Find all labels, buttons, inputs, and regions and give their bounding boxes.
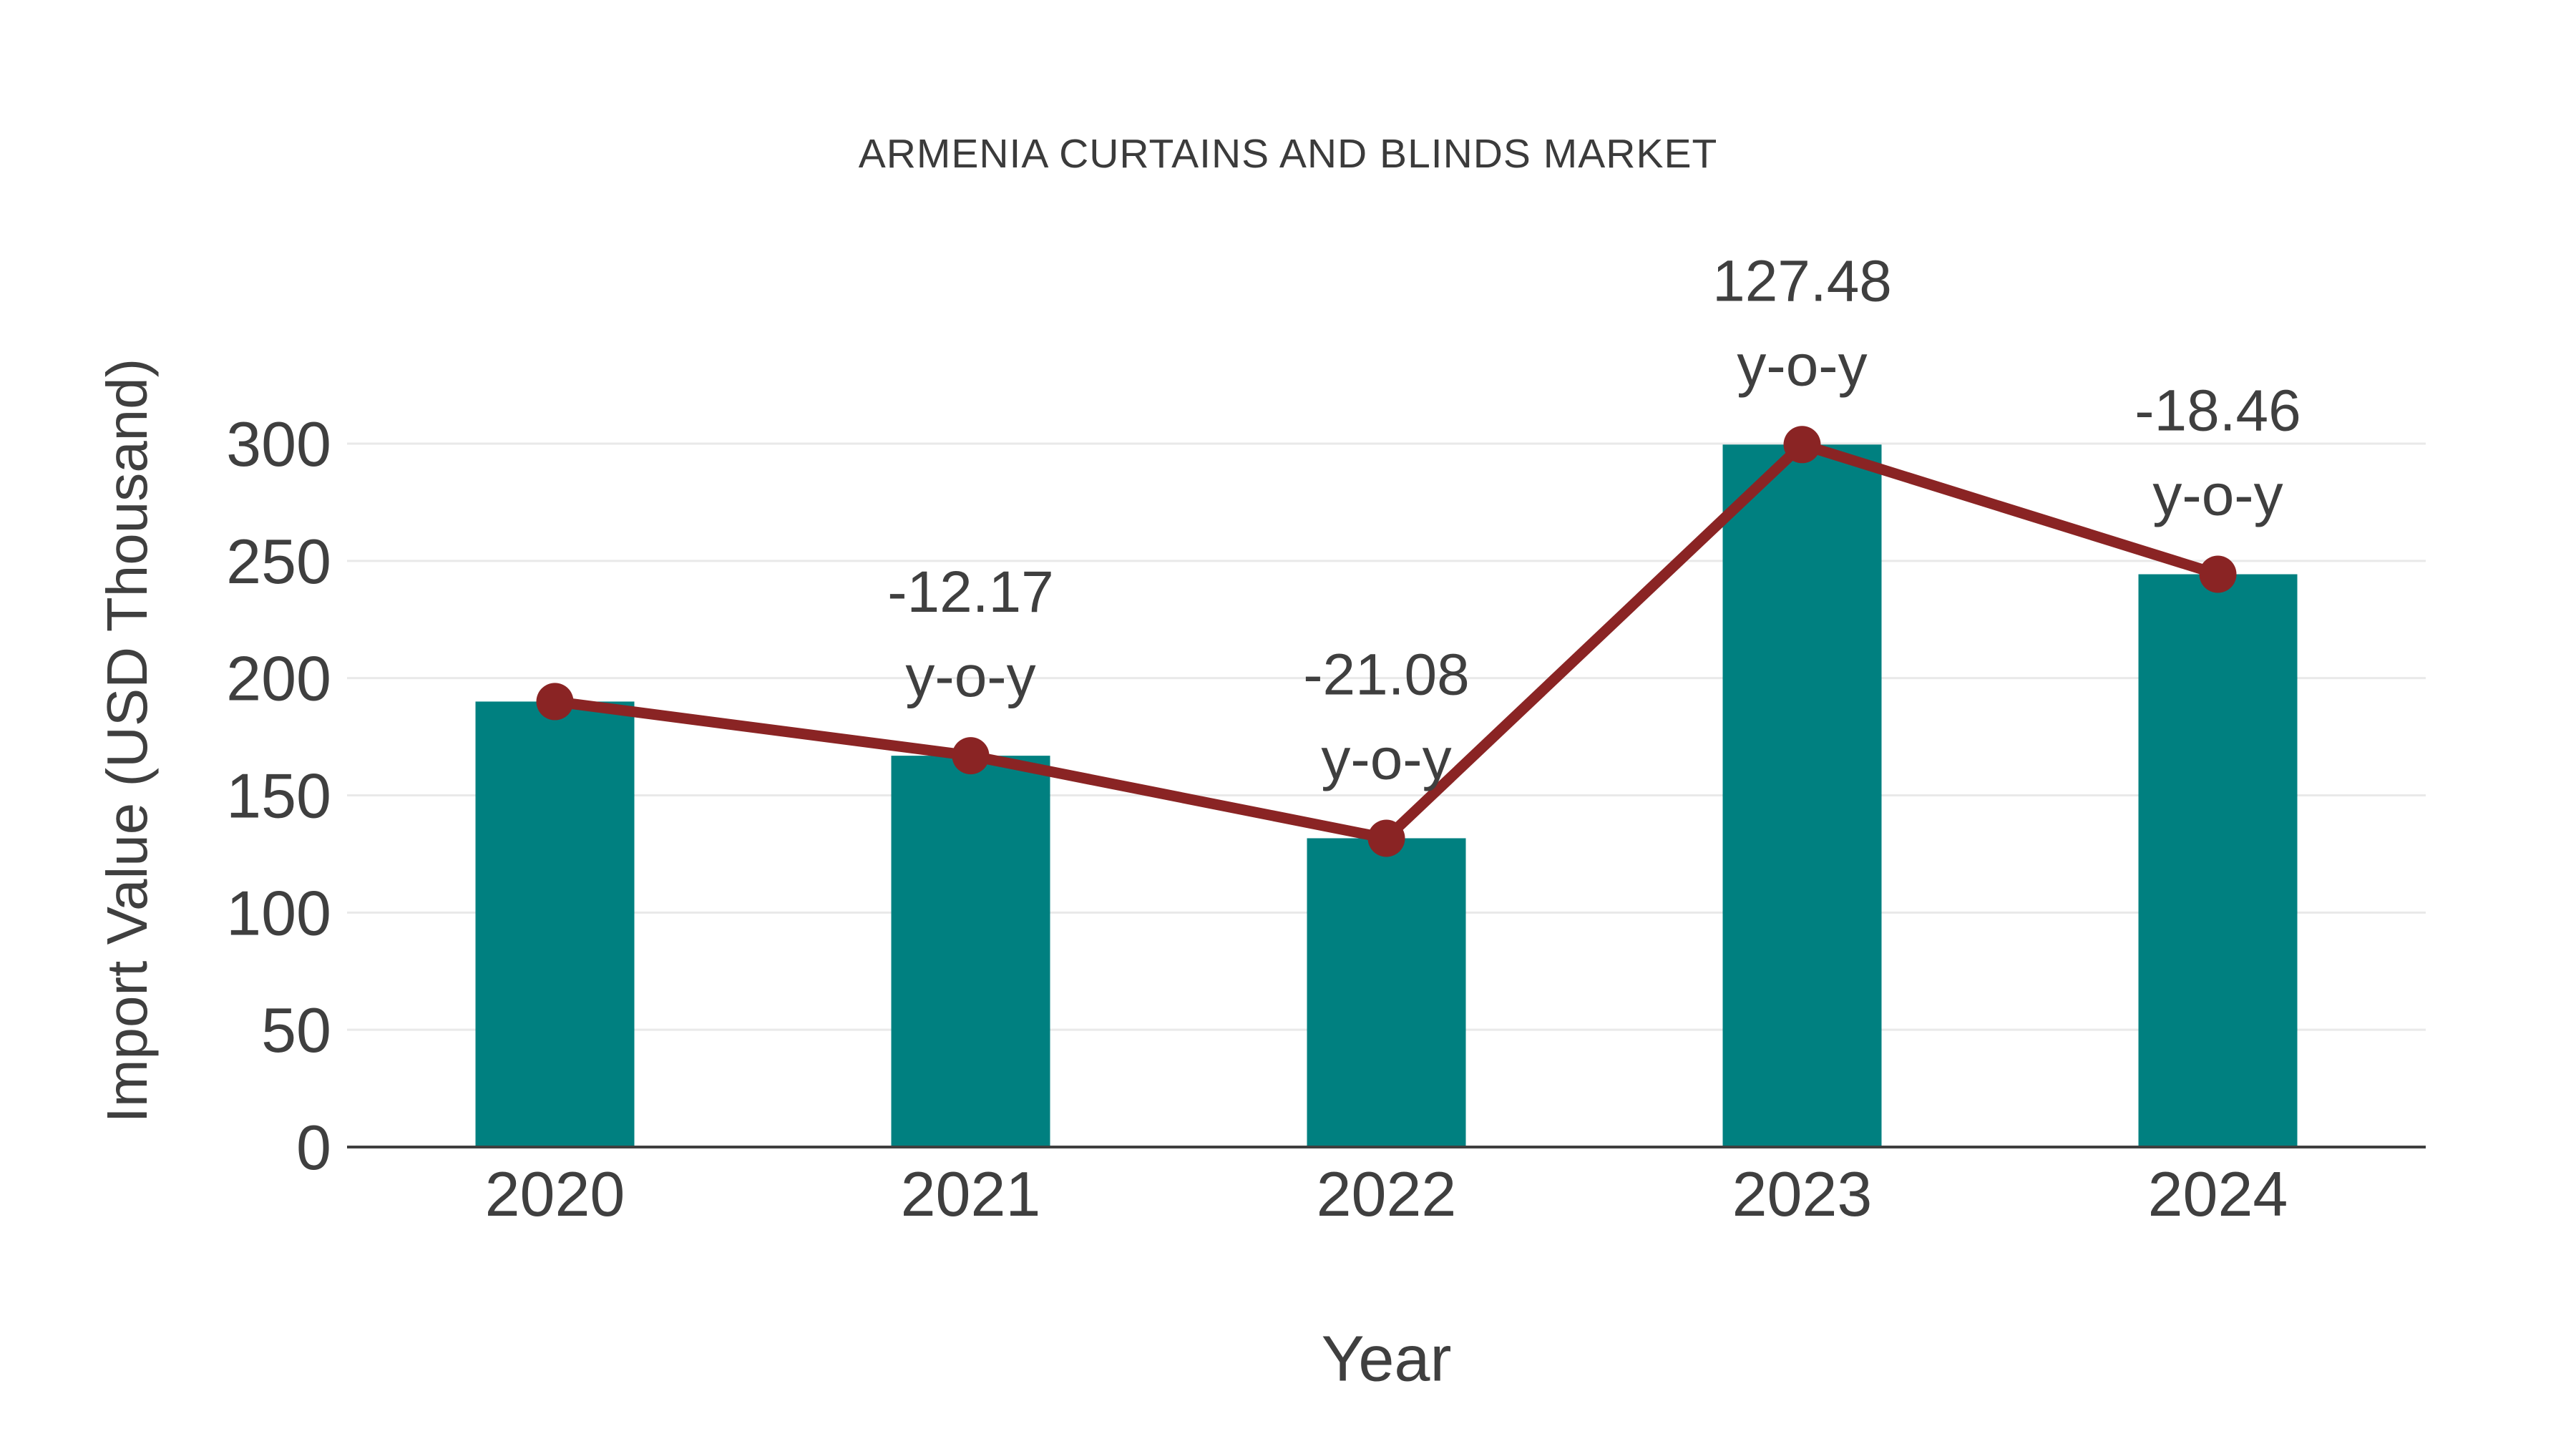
data-point-2022 [1367,819,1405,857]
annotation-value-2021: -12.17 [887,560,1054,625]
x-tick-label-2020: 2020 [485,1158,625,1229]
annotation-suffix-2021: y-o-y [905,644,1035,709]
bar-2020 [475,701,635,1147]
data-point-2021 [952,737,990,775]
data-point-2023 [1783,426,1821,464]
x-tick-label-2023: 2023 [1732,1158,1873,1229]
y-tick-label-250: 250 [226,526,331,597]
bar-2021 [891,756,1050,1147]
annotation-suffix-2023: y-o-y [1737,333,1867,398]
x-tick-label-2024: 2024 [2148,1158,2288,1229]
y-tick-label-200: 200 [226,643,331,714]
y-tick-label-300: 300 [226,409,331,479]
annotation-suffix-2022: y-o-y [1321,726,1451,791]
y-tick-label-0: 0 [296,1112,331,1183]
bar-2023 [1722,444,1882,1147]
annotation-suffix-2024: y-o-y [2152,463,2283,528]
x-tick-label-2021: 2021 [901,1158,1041,1229]
annotation-value-2022: -21.08 [1303,642,1470,707]
x-tick-label-2022: 2022 [1317,1158,1457,1229]
bar-2024 [2138,574,2298,1147]
y-tick-label-150: 150 [226,761,331,831]
annotation-value-2024: -18.46 [2135,379,2301,444]
data-point-2024 [2199,555,2237,593]
annotation-value-2023: 127.48 [1712,248,1892,313]
bar-2022 [1307,838,1466,1147]
data-point-2020 [536,683,574,721]
x-axis-title: Year [1321,1323,1452,1395]
y-tick-label-50: 50 [261,995,331,1065]
y-tick-label-100: 100 [226,877,331,948]
chart-title: ARMENIA CURTAINS AND BLINDS MARKET [858,131,1718,177]
